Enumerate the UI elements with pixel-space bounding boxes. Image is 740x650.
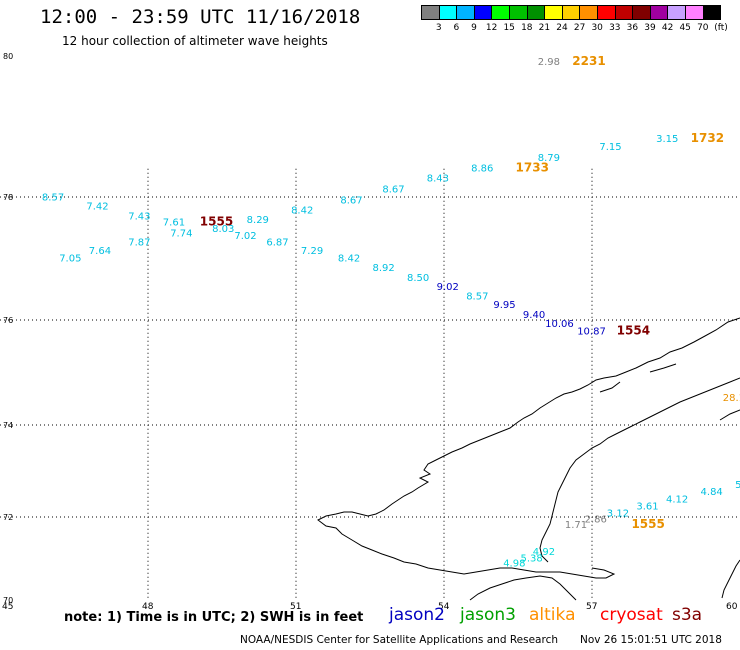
color-scale-label: 39: [644, 23, 656, 33]
map-subtitle: 12 hour collection of altimeter wave hei…: [62, 34, 328, 48]
legend-cryosat: cryosat: [600, 605, 663, 625]
coastline-east-shore: [539, 377, 740, 563]
coastline: [317, 317, 740, 601]
wave-height-label: 2.98: [538, 57, 560, 68]
pass-time-label: 1732: [691, 131, 724, 145]
wave-height-label: 5.07: [735, 480, 740, 491]
color-scale-unit: (ft): [714, 23, 728, 33]
wave-height-label: 7.42: [86, 202, 108, 213]
footer-generated-time: Nov 26 15:01:51 UTC 2018: [580, 634, 722, 646]
wave-height-label: 8.29: [247, 215, 269, 226]
coastline-north-island: [317, 317, 740, 579]
wave-height-label: 3.15: [656, 134, 678, 145]
coastline-mainland: [721, 559, 740, 599]
graticule: 45 48 51 54 57 60 80 78 76 74 72 70: [0, 52, 740, 612]
wave-height-label: 7.15: [599, 142, 621, 153]
wave-height-label: 8.42: [291, 205, 313, 216]
color-scale-label: 6: [453, 23, 460, 33]
wave-height-label: 4.92: [533, 547, 555, 558]
wave-height-label: 7.61: [163, 218, 185, 229]
wave-height-label: 7.64: [89, 246, 111, 257]
legend-s3a: s3a: [672, 605, 703, 625]
wave-height-label: 7.87: [128, 237, 150, 248]
legend-jason2: jason2: [389, 605, 445, 625]
pass-time-label: 1555: [200, 215, 233, 229]
color-scale-label: 45: [679, 23, 691, 33]
pass-time-label: 1733: [516, 160, 549, 174]
coastline-gulf: [469, 575, 577, 601]
wave-height-label: 7.43: [128, 211, 150, 222]
observation-labels: 2.98 2231 3.15 1732 7.15 8.79 8.86 1733 8.43 8.67…: [42, 54, 740, 570]
wave-height-label: 8.43: [427, 173, 449, 184]
color-scale-label: 33: [609, 23, 621, 33]
latitude-tick-label: 80: [3, 52, 13, 61]
coastline-islands: [599, 363, 740, 421]
wave-height-label: 3.61: [636, 502, 658, 513]
pass-time-label: 1555: [631, 517, 664, 531]
longitude-tick-label: 51: [290, 602, 301, 612]
wave-height-label: 6.87: [266, 237, 288, 248]
wave-height-label: 8.50: [407, 273, 429, 284]
color-scale-label: 15: [503, 23, 515, 33]
latitude-tick-label: 70: [3, 596, 13, 605]
legend-jason3: jason3: [460, 605, 516, 625]
latitude-tick-label: 76: [3, 316, 13, 325]
wave-height-label: 10.06: [545, 319, 574, 330]
pass-time-label: 1554: [617, 324, 650, 338]
footer-credit: NOAA/NESDIS Center for Satellite Applica…: [240, 634, 558, 646]
wave-height-label: 9.02: [437, 282, 459, 293]
wave-height-label: 7.29: [301, 246, 323, 257]
pass-time-label: 2231: [572, 54, 605, 68]
color-scale-label: 9: [471, 23, 477, 33]
wave-height-label: 3.12: [607, 508, 629, 519]
wave-height-label: 8.42: [338, 253, 360, 264]
longitude-tick-label: 57: [586, 602, 597, 612]
wave-height-label: 5.38: [520, 553, 542, 564]
color-scale-label: 70: [697, 23, 709, 33]
latitude-tick-label: 74: [3, 421, 13, 430]
wave-height-label: 4.98: [503, 559, 525, 570]
wave-height-label: 2.86: [585, 515, 607, 526]
color-scale-label: 18: [521, 23, 533, 33]
wave-height-label: 8.67: [382, 185, 404, 196]
wave-height-label: 8.67: [340, 195, 362, 206]
latitude-tick-label: 78: [3, 193, 13, 202]
color-scale-cell: [702, 5, 722, 20]
latitude-tick-label: 72: [3, 513, 13, 522]
color-scale-label: 24: [556, 23, 568, 33]
longitude-tick-label: 54: [438, 602, 450, 612]
wave-height-label: 8.57: [42, 192, 64, 203]
wave-height-label: 4.12: [666, 495, 688, 506]
wave-height-label: 8.57: [466, 291, 488, 302]
wave-height-label: 8.86: [471, 163, 493, 174]
wave-height-label: 8.92: [372, 263, 394, 274]
longitude-tick-label: 48: [142, 602, 154, 612]
color-scale-label: 27: [573, 23, 586, 33]
wave-height-label: 4.84: [701, 487, 723, 498]
wave-height-label: 1.71: [565, 520, 587, 531]
longitude-tick-label: 45: [2, 602, 13, 612]
wave-height-label: 9.95: [493, 300, 515, 311]
map-frame: [0, 56, 740, 601]
wave-height-label: 10.87: [577, 327, 606, 338]
color-scale-label: 42: [661, 23, 674, 33]
color-scale-label: 30: [591, 23, 603, 33]
wave-height-label: 28.16: [723, 393, 740, 404]
wave-height-label: 8.79: [538, 153, 560, 164]
map-title: 12:00 - 23:59 UTC 11/16/2018: [40, 6, 361, 28]
color-scale-label: 21: [538, 23, 551, 33]
color-scale-label: 36: [626, 23, 639, 33]
legend-altika: altika: [529, 605, 576, 625]
wave-height-label: 9.40: [523, 310, 545, 321]
color-scale-label: 12: [485, 23, 498, 33]
footer-note: note: 1) Time is in UTC; 2) SWH is in fe…: [64, 610, 364, 625]
wave-height-label: 7.05: [59, 253, 81, 264]
color-scale-label: 3: [435, 23, 442, 33]
wave-height-label: 7.74: [170, 229, 192, 240]
longitude-tick-label: 60: [726, 602, 738, 612]
wave-height-label: 8.03: [212, 224, 234, 235]
wave-height-label: 7.02: [234, 231, 256, 242]
